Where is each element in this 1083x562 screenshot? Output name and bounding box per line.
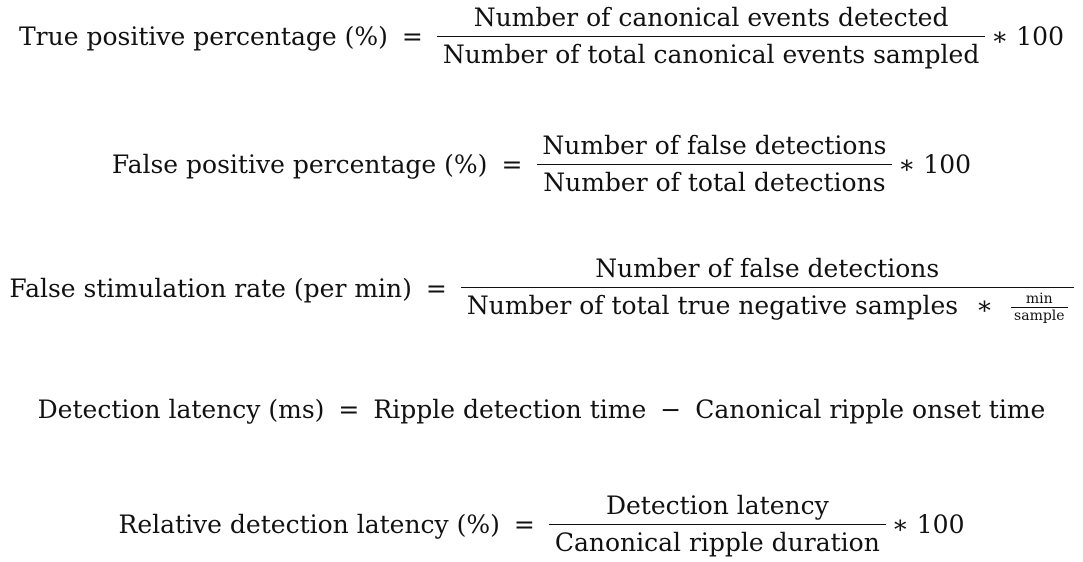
unit-denominator: sample: [1011, 307, 1068, 324]
equation-lhs: True positive percentage (%): [19, 22, 388, 51]
term-canonical-ripple-onset-time: Canonical ripple onset time: [695, 395, 1046, 424]
fraction: Detection latency Canonical ripple durat…: [548, 490, 886, 559]
fraction-denominator: Number of total detections: [537, 164, 892, 199]
fraction-numerator: Number of false detections: [595, 254, 940, 283]
fraction-denominator: Number of total canonical events sampled: [436, 36, 986, 71]
term-ripple-detection-time: Ripple detection time: [373, 395, 647, 424]
multiplier: ∗ 100: [898, 150, 972, 179]
equation-false-positive-percentage: False positive percentage (%) = Number o…: [0, 130, 1083, 199]
equals-sign: =: [338, 395, 360, 424]
minus-sign: −: [660, 395, 682, 424]
fraction: Number of false detections Number of tot…: [536, 130, 892, 199]
times-sign: ∗: [976, 291, 994, 320]
unit-fraction: min sample: [1011, 291, 1068, 324]
fraction-numerator: Number of canonical events detected: [473, 3, 949, 32]
fraction: Number of canonical events detected Numb…: [436, 2, 986, 71]
equation-relative-detection-latency: Relative detection latency (%) = Detecti…: [0, 490, 1083, 559]
equation-true-positive-percentage: True positive percentage (%) = Number of…: [0, 2, 1083, 71]
multiplier: ∗ 100: [991, 22, 1064, 51]
equation-lhs: False positive percentage (%): [111, 150, 488, 179]
equation-lhs: Detection latency (ms): [37, 395, 325, 424]
equals-sign: =: [401, 22, 423, 51]
fraction-numerator: Number of false detections: [542, 131, 887, 160]
denominator-text: Number of total true negative samples: [466, 291, 959, 320]
equation-false-stimulation-rate: False stimulation rate (per min) = Numbe…: [0, 253, 1083, 324]
unit-numerator: min: [1025, 291, 1053, 307]
fraction-numerator: Detection latency: [605, 491, 829, 520]
equation-lhs: False stimulation rate (per min): [9, 274, 412, 303]
equation-detection-latency: Detection latency (ms) = Ripple detectio…: [0, 395, 1083, 424]
multiplier: ∗ 100: [891, 510, 965, 539]
equals-sign: =: [425, 274, 447, 303]
equals-sign: =: [513, 510, 535, 539]
fraction-denominator: Number of total true negative samples ∗ …: [460, 287, 1074, 324]
equation-lhs: Relative detection latency (%): [118, 510, 500, 539]
fraction-denominator: Canonical ripple duration: [548, 524, 886, 559]
fraction: Number of false detections Number of tot…: [460, 253, 1074, 324]
equals-sign: =: [501, 150, 523, 179]
